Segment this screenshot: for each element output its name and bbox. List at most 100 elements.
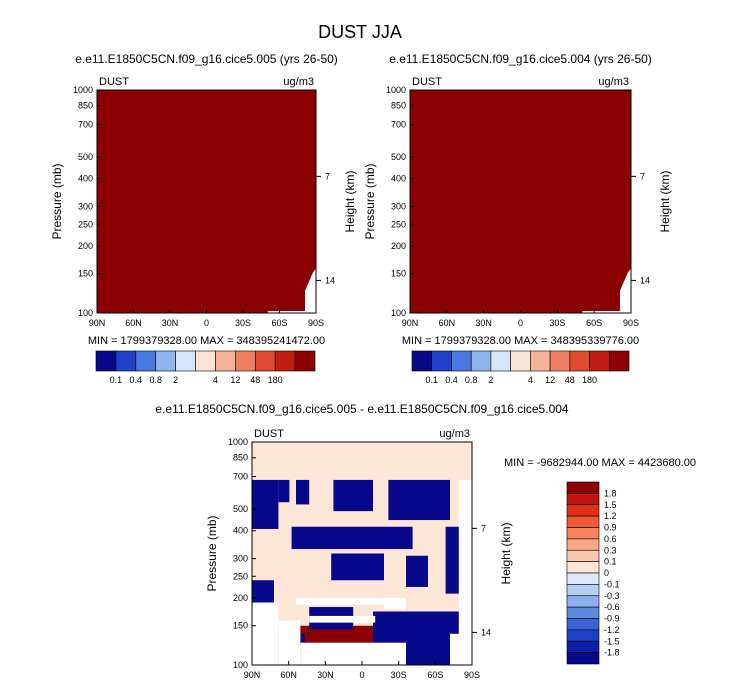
colorbar-swatch [411,350,433,372]
colorbar-label: 0 [604,568,609,578]
missing-data-region [384,598,406,610]
colorbar-label: 0.4 [130,375,143,385]
colorbar-label: 0.4 [445,375,458,385]
x-tick-label: 30S [391,670,407,680]
y-tick-label: 150 [391,269,406,279]
colorbar-label: 2 [488,375,493,385]
colorbar-swatch [155,350,176,372]
min-max-stats: MIN = 1799379328.00 MAX = 348395339776.0… [402,335,639,347]
colorbar-label: -1.8 [604,648,620,658]
negative-diff-region [333,479,373,512]
y2-tick-label: 7 [640,171,645,181]
y-tick-label: 500 [391,152,406,162]
colorbar-swatch [566,549,600,562]
field-label: DUST [254,428,284,440]
colorbar-swatch [566,584,600,597]
colorbar-swatch [569,350,590,372]
min-max-stats: MIN = -9682944.00 MAX = 4423680.00 [504,457,696,469]
y-axis-label: Pressure (mb) [50,163,64,239]
field-label: DUST [412,76,442,88]
units-label: ug/m3 [598,76,629,88]
y-tick-label: 700 [391,120,406,130]
colorbar-label: 180 [582,375,597,385]
colorbar-label: 0.9 [604,523,617,533]
y2-tick-label: 7 [325,171,330,181]
missing-data-region [450,633,472,665]
panel-title: e.e11.E1850C5CN.f09_g16.cice5.005 - e.e1… [155,402,569,416]
colorbar-label: 0.6 [604,534,617,544]
y-tick-label: 500 [233,504,248,514]
colorbar-label: 48 [250,375,260,385]
y-tick-label: 700 [233,472,248,482]
colorbar-swatch [490,350,511,372]
x-tick-label: 60S [586,318,602,328]
colorbar-swatch [195,350,216,372]
colorbar-label: -0.1 [604,579,620,589]
colorbar-swatch [589,350,610,372]
negative-diff-region [252,479,279,529]
y-tick-label: 1000 [386,85,406,95]
x-tick-label: 30N [162,318,179,328]
colorbar-label: 48 [565,375,575,385]
x-tick-label: 90N [244,670,261,680]
colorbar-label: 0.1 [110,375,123,385]
colorbar-label: 4 [528,375,533,385]
colorbar-swatch [566,606,600,619]
colorbar-swatch [215,350,236,372]
plot-area [410,90,631,313]
colorbar-swatch [566,561,600,574]
y-tick-label: 850 [78,101,93,111]
negative-diff-region [252,580,274,603]
y-tick-label: 150 [78,269,93,279]
y-tick-label: 1000 [228,437,248,447]
colorbar-label: -0.3 [604,591,620,601]
field-fill [410,90,631,313]
x-tick-label: 0 [204,318,209,328]
colorbar-swatch [175,350,196,372]
y-tick-label: 700 [78,120,93,130]
colorbar-swatch [510,350,531,372]
x-tick-label: 30N [317,670,334,680]
x-tick-label: 60N [439,318,456,328]
x-tick-label: 0 [359,670,364,680]
x-tick-label: 90S [464,670,480,680]
colorbar-label: 1.2 [604,511,617,521]
missing-data-region [300,642,406,665]
colorbar-swatch [431,350,452,372]
y-tick-label: 250 [78,219,93,229]
y2-tick-label: 14 [481,627,491,637]
field-label: DUST [99,76,129,88]
plot-area [97,90,316,313]
colorbar-swatch [294,350,316,372]
colorbar-label: 180 [268,375,283,385]
x-tick-label: 30S [235,318,251,328]
colorbar-swatch [451,350,472,372]
colorbar-swatch [254,350,276,372]
colorbar-swatch [566,652,600,665]
colorbar-label: 12 [230,375,240,385]
colorbar-swatch [566,504,600,517]
missing-data-region [582,268,631,313]
panel-difference: e.e11.E1850C5CN.f09_g16.cice5.005 - e.e1… [155,402,696,680]
colorbar-label: 0.8 [149,375,162,385]
panel-title: e.e11.E1850C5CN.f09_g16.cice5.005 (yrs 2… [75,52,338,66]
x-tick-label: 90N [402,318,419,328]
y-axis-label: Pressure (mb) [205,515,219,591]
negative-diff-region [278,479,290,503]
colorbar-swatch [274,350,296,372]
y-tick-label: 200 [78,241,93,251]
colorbar-swatch [566,527,600,540]
y-tick-label: 250 [233,571,248,581]
page-title: DUST JJA [318,22,402,42]
y-tick-label: 200 [233,593,248,603]
colorbar-label: 2 [173,375,178,385]
x-tick-label: 60S [427,670,443,680]
colorbar-swatch [235,350,256,372]
negative-diff-region [406,555,428,587]
y-tick-label: 100 [78,308,93,318]
colorbar-swatch [470,350,492,372]
colorbar-swatch [549,350,571,372]
y-tick-label: 100 [233,660,248,670]
